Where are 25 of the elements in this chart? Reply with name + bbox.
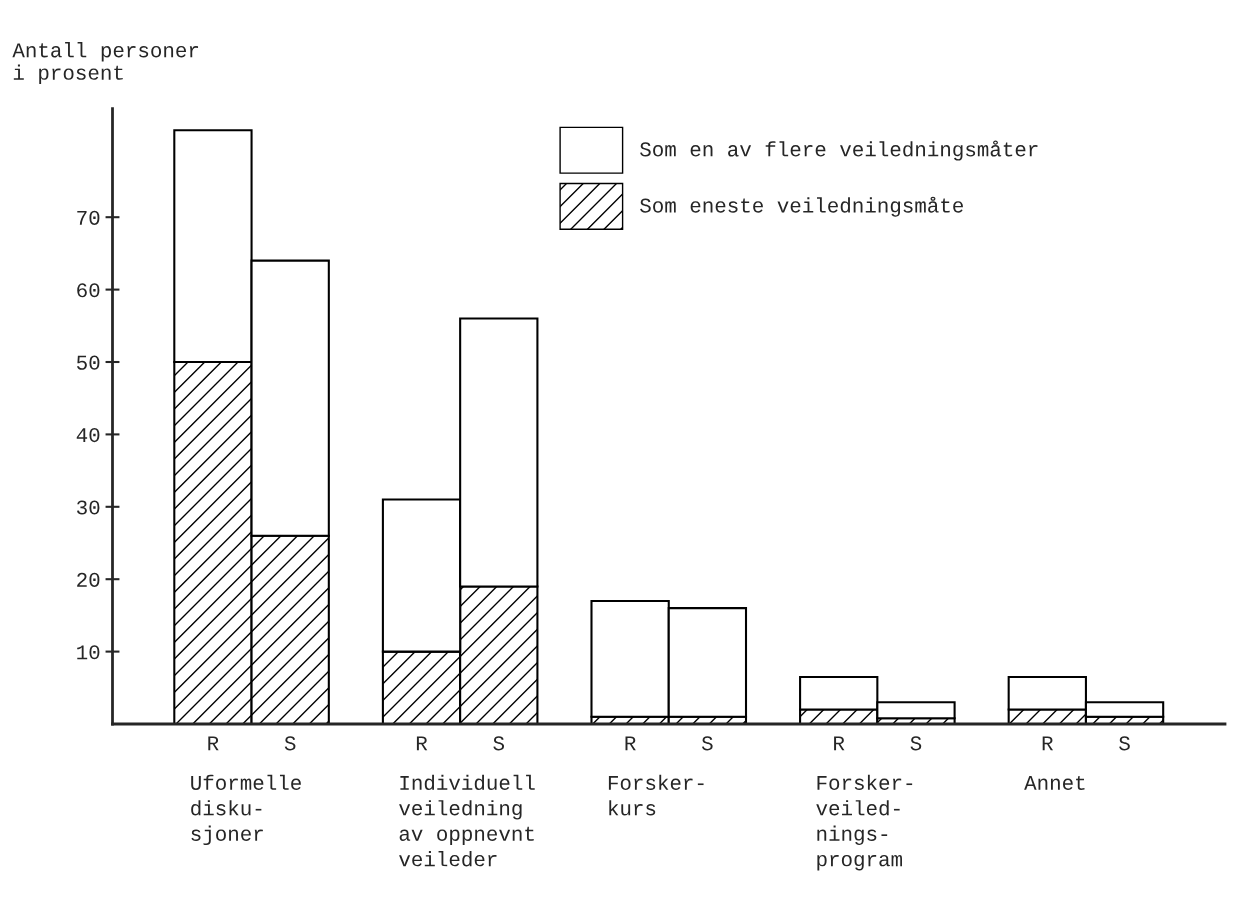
x-tick-label: R — [416, 736, 428, 751]
y-axis-title: Antall personer i prosent — [12, 42, 199, 84]
text: Forsker- kurs — [608, 774, 704, 816]
x-tick-label: S — [701, 736, 713, 751]
x-tick-label: S — [284, 736, 296, 751]
text: Annet — [1024, 775, 1085, 790]
x-tick-label: R — [625, 736, 636, 751]
x-tick-label: S — [910, 736, 922, 751]
y-tick-label: 70 — [77, 210, 100, 225]
y-tick-label: 50 — [76, 355, 100, 370]
y-tick-label: 20 — [77, 572, 100, 587]
x-tick-label: S — [493, 736, 505, 751]
text: Uformelle disku- sjoner — [191, 774, 301, 846]
legend-label: Som eneste veiledningsmåte — [640, 196, 963, 217]
text: Individuell veiledning av oppnevnt veileder — [399, 774, 535, 867]
text: Forsker- veiled- nings- program — [816, 774, 913, 871]
legend-label: Som en av flere veiledningsmåter — [640, 140, 1038, 161]
x-tick-label: R — [208, 736, 219, 751]
x-tick-label: R — [834, 736, 845, 751]
x-tick-label: R — [1042, 736, 1054, 751]
y-tick-label: 60 — [77, 283, 100, 298]
y-tick-label: 40 — [76, 428, 100, 443]
y-tick-label: 10 — [77, 645, 100, 660]
x-tick-label: S — [1119, 736, 1130, 751]
y-tick-label: 30 — [76, 500, 100, 515]
